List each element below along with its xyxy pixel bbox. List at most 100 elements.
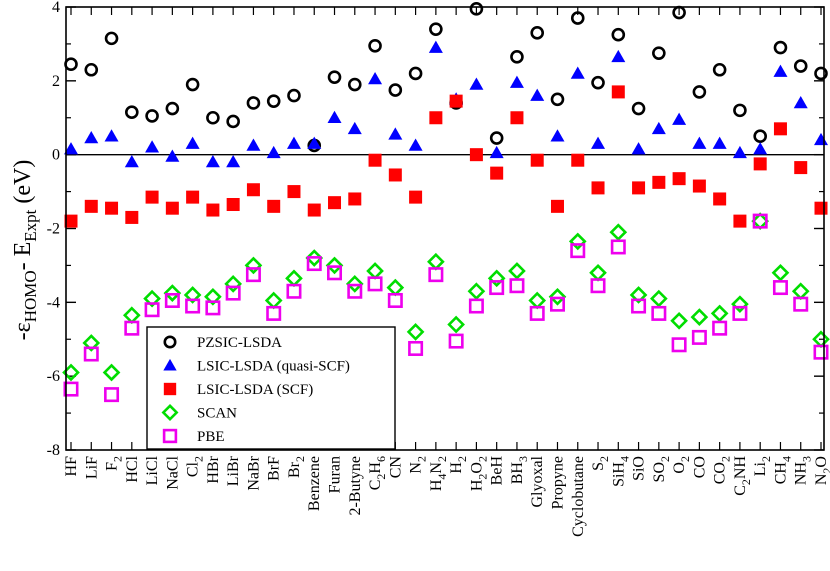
x-tick-label-text: BH3	[509, 456, 530, 484]
data-point	[733, 103, 747, 118]
x-tick-label: LiBr	[225, 455, 242, 486]
y-axis-title: -εHOMO- EExpt (eV)	[10, 160, 40, 341]
x-tick-label-text: HBr	[205, 455, 222, 483]
data-point	[793, 59, 808, 73]
legend-label: SCAN	[197, 406, 237, 422]
data-point	[427, 252, 445, 271]
data-point	[387, 292, 403, 308]
data-point	[773, 40, 788, 55]
x-tick-label-text: O2	[671, 456, 692, 474]
x-tick-label: H4N2	[428, 456, 449, 491]
data-point	[347, 283, 363, 299]
data-point	[530, 153, 544, 167]
x-tick-label-text: Li2	[752, 456, 773, 476]
x-tick-label: SO2	[651, 456, 672, 482]
x-tick-label: NH3	[793, 456, 814, 485]
x-tick-label: C2H6	[367, 456, 388, 490]
x-tick-label: CO	[691, 456, 708, 478]
x-tick-label-text: Benzene	[306, 456, 323, 511]
plot-frame	[65, 6, 825, 451]
x-tick-label-text: LiCl	[144, 455, 161, 485]
x-tick-label: H2O2	[468, 456, 489, 491]
legend-box	[146, 326, 396, 450]
x-tick-label-text: H2	[448, 456, 469, 474]
y-axis-title-unit: (eV)	[10, 160, 36, 210]
legend-label: LSIC-LSDA (SCF)	[197, 382, 313, 398]
x-tick-label-text: N2	[408, 456, 429, 474]
data-point	[246, 138, 261, 151]
x-tick-label: HF	[63, 456, 80, 477]
data-point	[814, 66, 828, 81]
data-point	[550, 129, 565, 142]
data-point	[509, 278, 525, 294]
data-point	[205, 155, 220, 168]
svg-text:-εHOMO- EExpt (eV): -εHOMO- EExpt (eV)	[10, 160, 40, 341]
x-tick-label-text: 2-Butyne	[347, 456, 364, 516]
x-tick-label-text: F2	[104, 456, 125, 471]
data-point	[84, 199, 98, 213]
x-tick-label-text: NaBr	[245, 455, 262, 490]
data-point	[145, 109, 159, 123]
data-point	[570, 11, 585, 25]
data-point	[63, 381, 79, 397]
data-point	[145, 190, 159, 204]
data-point	[591, 136, 606, 149]
data-point	[710, 304, 729, 323]
series-1	[64, 40, 828, 168]
data-point	[366, 262, 384, 280]
data-point	[386, 278, 405, 297]
data-point	[631, 142, 646, 155]
data-point	[631, 298, 647, 314]
data-point	[64, 214, 78, 228]
legend-marker	[163, 382, 177, 396]
data-point	[429, 22, 443, 36]
data-point	[610, 239, 626, 255]
y-axis-title-eps: ε	[10, 322, 36, 332]
data-point	[791, 282, 810, 301]
y-tick-label: -4	[47, 294, 60, 311]
data-point	[266, 305, 282, 321]
data-point	[590, 278, 606, 294]
data-point	[548, 287, 567, 306]
data-point	[772, 280, 788, 296]
data-point	[649, 289, 668, 308]
data-point	[814, 132, 828, 146]
data-point	[489, 131, 504, 145]
data-point	[771, 263, 790, 282]
data-point	[347, 77, 362, 92]
data-point	[468, 298, 484, 314]
data-point	[64, 57, 78, 72]
data-point	[388, 83, 403, 97]
x-tick-label: HBr	[205, 455, 222, 483]
x-tick-label: HCl	[124, 455, 141, 482]
x-tick-label: NaCl	[164, 455, 181, 489]
data-point	[122, 306, 141, 325]
x-tick-label-text: HCl	[124, 455, 141, 482]
data-point	[226, 114, 240, 129]
x-tick-label-text: CH4	[772, 456, 793, 484]
data-point	[104, 129, 119, 142]
data-point	[124, 155, 139, 168]
data-point	[125, 105, 139, 120]
data-point	[712, 62, 727, 77]
data-point	[692, 179, 706, 193]
data-point	[205, 300, 221, 316]
data-point	[409, 190, 423, 204]
x-tick-label-text: BeH	[489, 456, 506, 486]
x-tick-label-text: Glyoxal	[529, 455, 546, 507]
data-point	[530, 26, 545, 40]
data-point	[793, 95, 808, 109]
data-point	[529, 305, 545, 321]
data-point	[104, 31, 119, 46]
data-point	[305, 249, 324, 267]
data-point	[105, 201, 119, 215]
data-point	[287, 185, 301, 199]
x-tick-label: LiF	[83, 456, 100, 479]
data-point	[144, 302, 160, 318]
data-point	[510, 50, 524, 64]
data-point	[226, 198, 240, 212]
data-point	[125, 210, 139, 224]
x-tick-label-text: CO	[691, 456, 708, 478]
data-point	[652, 46, 666, 60]
